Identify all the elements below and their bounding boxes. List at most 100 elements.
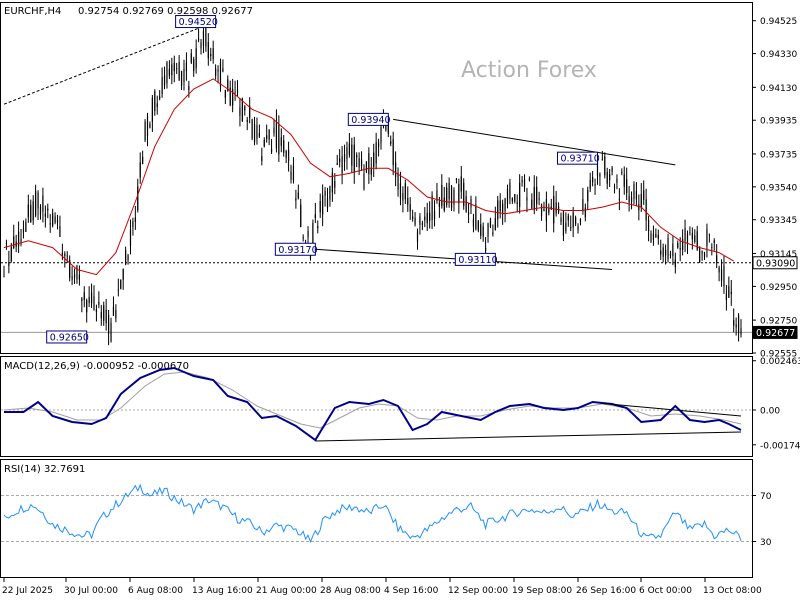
candle-body [628,195,630,203]
candle-body [356,155,358,158]
candle-body [669,253,672,256]
level-tag-label: 0.93090 [756,258,795,269]
candle-body [195,48,197,69]
price-annotation-box [274,242,316,256]
candle-body [650,233,652,242]
price-annotation-label: 0.93940 [351,115,390,126]
price-annotation-label: 0.93710 [560,154,599,165]
candle-body [519,182,521,207]
candle-body [110,322,112,342]
candle-body [626,179,628,193]
candle-body [455,179,458,180]
candle-body [52,213,54,226]
candle-body [463,182,465,207]
candle-body [618,199,620,200]
time-tick-label: 4 Sep 16:00 [384,586,439,596]
candle-body [694,235,696,242]
candle-body [297,192,299,199]
candle-body [292,165,295,181]
candle-body [317,225,319,229]
candle-body [740,328,742,335]
macd-trendline [315,431,742,442]
macd-tick-label: 0.002463 [760,357,800,367]
time-tick-label: 22 Jul 2025 [2,586,53,596]
candle-body [485,247,487,252]
candle-body [42,195,44,212]
candle-body [54,216,56,223]
candle-body [553,196,555,224]
candle-body [499,200,501,212]
candle-body [570,227,572,229]
candle-body [453,190,455,205]
candle-body [531,199,533,208]
candle-body [443,197,445,211]
candle-body [161,77,163,94]
candle-body [623,174,625,187]
candle-body [540,203,543,216]
candle-body [44,213,46,217]
candle-body [234,92,236,94]
candle-body [236,89,239,93]
candle-body [329,185,331,200]
price-trendline [3,21,216,105]
candle-body [205,27,207,47]
candle-body [416,231,419,242]
candle-body [275,120,278,149]
time-tick-label: 13 Aug 16:00 [192,586,253,596]
rsi-label: RSI(14) 32.7691 [4,464,85,475]
candle-body [336,163,338,165]
candle-body [412,216,414,219]
candle-body [409,204,411,212]
candle-body [472,218,475,227]
candle-body [392,139,394,166]
candle-body [159,96,161,99]
candle-body [492,232,494,235]
candle-body [514,194,516,202]
candle-body [647,220,650,232]
candle-body [30,204,32,223]
candle-body [120,279,122,289]
price-tick-label: 0.93735 [760,150,797,160]
candle-body [477,220,479,231]
level-tag-label: 0.92677 [756,328,795,339]
candle-body [587,190,589,202]
candle-body [142,157,144,165]
candle-body [567,215,569,221]
time-tick-label: 26 Sep 16:00 [576,586,636,596]
price-trendline [393,118,676,166]
candle-body [149,123,151,128]
candle-body [728,286,730,298]
candle-body [127,255,129,261]
candle-body [112,306,115,316]
candle-body [219,62,222,87]
candle-body [460,176,462,192]
candle-body [212,48,214,60]
candle-body [256,125,258,139]
candle-body [263,139,265,147]
candle-body [638,204,640,211]
candle-body [154,91,156,112]
candle-body [601,159,603,161]
candle-body [555,202,557,214]
candle-body [375,142,377,164]
candle-body [343,154,346,162]
candle-body [725,293,728,301]
price-annotation-label: 0.92650 [50,332,89,343]
candle-body [523,178,526,188]
candle-body [188,86,190,90]
price-annotation-label: 0.93170 [278,245,317,256]
candle-body [319,200,321,213]
candle-body [13,236,15,249]
candle-body [365,161,368,172]
moving-average-line [3,78,734,276]
candle-body [431,195,433,221]
candle-body [88,296,90,303]
candle-body [270,149,273,152]
candle-body [640,193,642,208]
candle-body [360,159,363,167]
macd-trendline [602,402,742,417]
candle-body [487,223,489,237]
candle-body [635,191,638,200]
candle-body [266,135,268,140]
candle-body [173,62,175,72]
